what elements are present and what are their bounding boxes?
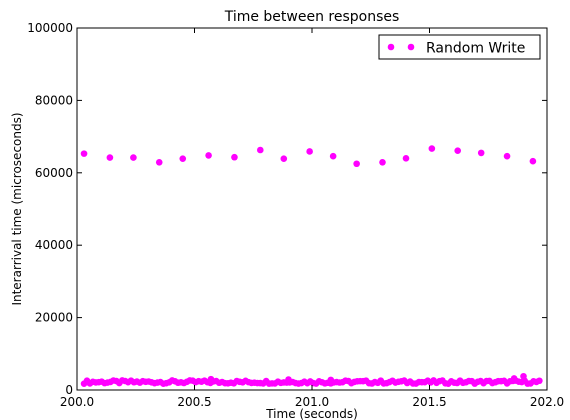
data-point xyxy=(130,154,137,161)
x-tick-label: 201.0 xyxy=(295,395,329,409)
data-point xyxy=(327,376,335,384)
data-point xyxy=(179,155,187,162)
x-axis-label: Time (seconds) xyxy=(265,407,358,420)
data-point xyxy=(379,159,386,166)
y-tick-label: 60000 xyxy=(35,166,73,180)
data-point xyxy=(106,154,114,161)
x-tick-label: 202.0 xyxy=(530,395,564,409)
y-tick-label: 40000 xyxy=(35,238,73,252)
data-point xyxy=(285,376,292,383)
data-point xyxy=(257,146,264,154)
data-point xyxy=(353,160,360,168)
y-tick-label: 100000 xyxy=(27,21,73,35)
data-point xyxy=(454,147,462,155)
y-axis-label: Interarrival time (microseconds) xyxy=(10,112,24,305)
chart-title: Time between responses xyxy=(224,9,400,25)
data-points xyxy=(80,145,543,387)
data-point xyxy=(402,155,410,162)
data-point xyxy=(503,152,511,160)
y-tick-label: 0 xyxy=(65,383,73,397)
legend: Random Write xyxy=(378,34,541,60)
data-point xyxy=(280,155,288,162)
legend-box xyxy=(378,34,541,60)
data-point xyxy=(329,152,337,160)
x-tick-label: 201.5 xyxy=(412,395,446,409)
data-point xyxy=(510,375,518,382)
data-point xyxy=(520,372,527,380)
data-point xyxy=(155,159,163,166)
legend-marker xyxy=(387,43,395,51)
data-point xyxy=(428,145,436,152)
legend-marker xyxy=(407,43,415,51)
data-point xyxy=(477,149,485,157)
x-tick-label: 200.0 xyxy=(60,395,94,409)
data-point xyxy=(306,148,313,155)
data-point xyxy=(207,375,215,383)
data-point xyxy=(529,157,537,165)
x-axis: 200.0 200.5 201.0 201.5 202.0 xyxy=(60,28,564,409)
y-tick-label: 80000 xyxy=(35,93,73,107)
data-point xyxy=(231,153,238,161)
legend-label-random-write: Random Write xyxy=(426,41,525,57)
x-tick-label: 200.5 xyxy=(177,395,211,409)
y-tick-label: 20000 xyxy=(35,311,73,325)
data-point xyxy=(536,377,543,385)
data-point xyxy=(80,150,88,157)
data-point xyxy=(205,152,212,159)
y-axis: 0 20000 40000 60000 80000 100000 xyxy=(27,21,547,397)
